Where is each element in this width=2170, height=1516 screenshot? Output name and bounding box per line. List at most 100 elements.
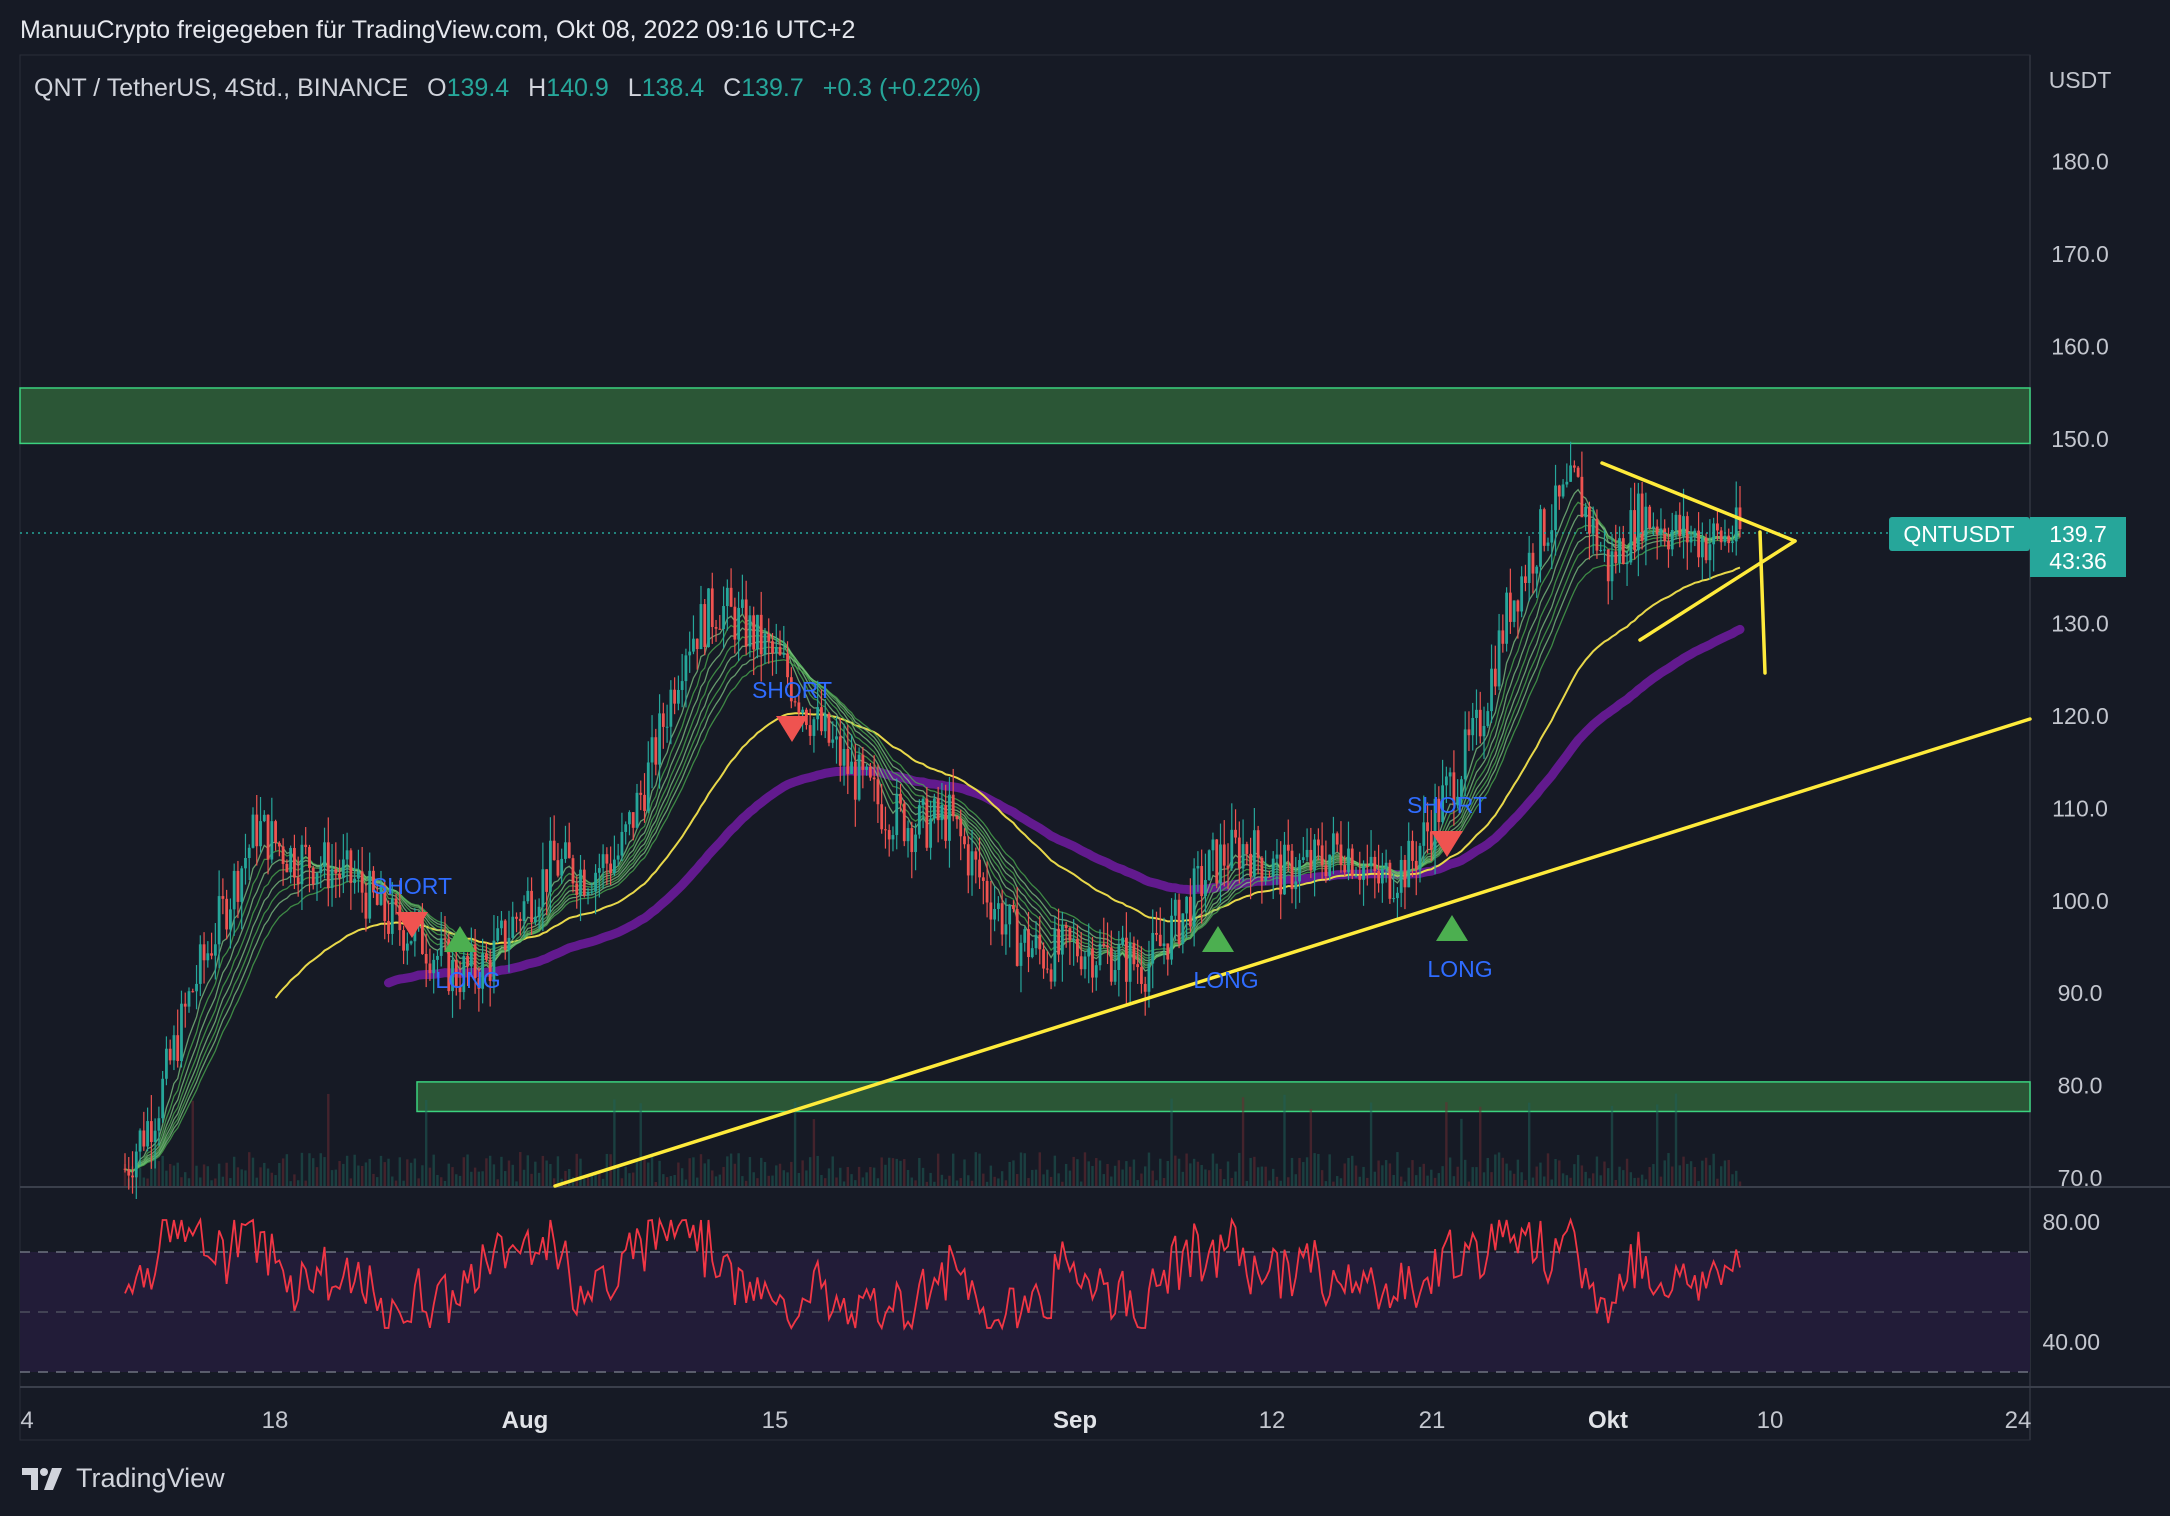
volume-bar bbox=[1580, 1165, 1584, 1186]
triangle-lower-line[interactable] bbox=[1638, 539, 1797, 642]
candle-body bbox=[1697, 530, 1700, 558]
candle-body bbox=[1188, 896, 1192, 927]
volume-bar bbox=[1723, 1160, 1727, 1186]
candle-body bbox=[714, 626, 718, 629]
candle-body bbox=[1407, 840, 1411, 888]
volume-bar bbox=[150, 1153, 153, 1186]
candle-body bbox=[511, 916, 515, 938]
time-axis-ticks[interactable]: 4 18 Aug 15 Sep 12 21 Okt 10 24 bbox=[20, 1407, 2031, 1434]
tradingview-logo[interactable]: TradingView bbox=[22, 1463, 225, 1494]
volume-bar bbox=[379, 1155, 383, 1186]
volume-bar bbox=[1064, 1163, 1068, 1186]
candle-body bbox=[1414, 860, 1418, 870]
candle-body bbox=[1264, 876, 1268, 881]
candle-body bbox=[409, 941, 413, 944]
volume-bar bbox=[266, 1168, 270, 1186]
volume-bar bbox=[989, 1165, 993, 1186]
candle-body bbox=[507, 937, 511, 950]
triangle-upper-line[interactable] bbox=[1600, 461, 1797, 543]
candle-body bbox=[1463, 729, 1467, 780]
candle-body bbox=[778, 647, 782, 655]
volume-bar bbox=[616, 1166, 620, 1186]
candle-body bbox=[247, 847, 251, 858]
volume-bar bbox=[726, 1156, 729, 1186]
candle-body bbox=[1373, 856, 1377, 872]
candle-body bbox=[334, 869, 338, 874]
volume-bar bbox=[940, 1174, 944, 1186]
volume-bar bbox=[1640, 1174, 1644, 1186]
candle-body bbox=[1181, 913, 1185, 944]
candle-body bbox=[515, 916, 518, 919]
volume-bar bbox=[564, 1170, 567, 1186]
candle-body bbox=[1429, 831, 1433, 850]
candle-body bbox=[789, 677, 793, 702]
candle-body bbox=[556, 860, 560, 876]
candle-body bbox=[955, 816, 959, 820]
volume-bar bbox=[432, 1154, 435, 1186]
volume-bar bbox=[1573, 1164, 1576, 1186]
volume-bar bbox=[1591, 1173, 1595, 1186]
volume-bar bbox=[274, 1175, 277, 1186]
candle-body bbox=[360, 871, 364, 893]
candle-body bbox=[503, 920, 507, 950]
candle-body bbox=[695, 638, 699, 650]
volume-bar bbox=[1268, 1180, 1271, 1186]
long-signal-label: LONG bbox=[1193, 967, 1258, 993]
candle-body bbox=[1456, 796, 1460, 806]
volume-bar bbox=[1125, 1161, 1128, 1186]
volume-bar bbox=[206, 1166, 210, 1186]
volume-bar bbox=[1249, 1157, 1252, 1186]
candle-body bbox=[240, 868, 244, 902]
volume-bar bbox=[1098, 1160, 1102, 1186]
volume-bar bbox=[1279, 1180, 1282, 1186]
volume-bar bbox=[865, 1172, 868, 1186]
symbol-price-tag bbox=[1889, 517, 2030, 551]
volume-bar bbox=[1738, 1181, 1742, 1186]
candle-body bbox=[1418, 845, 1422, 870]
price-tick-label: 110.0 bbox=[2052, 795, 2108, 821]
candle-body bbox=[1012, 905, 1015, 909]
candle-body bbox=[1185, 896, 1189, 914]
candle-body bbox=[1377, 871, 1381, 884]
volume-bar bbox=[296, 1180, 300, 1186]
volume-bar bbox=[229, 1178, 232, 1186]
volume-bar bbox=[1230, 1177, 1233, 1186]
symbol-name[interactable]: QNT / TetherUS, 4Std., BINANCE bbox=[34, 74, 409, 102]
candle-body bbox=[1316, 839, 1320, 846]
volume-bar bbox=[259, 1167, 262, 1186]
volume-bar bbox=[217, 1163, 221, 1186]
price-axis-unit: USDT bbox=[2049, 67, 2112, 93]
candle-body bbox=[579, 869, 582, 895]
candle-body bbox=[1501, 630, 1505, 644]
open-value: 139.4 bbox=[446, 74, 510, 102]
candle-body bbox=[895, 793, 899, 836]
candle-body bbox=[1704, 537, 1708, 561]
volume-bar bbox=[1211, 1153, 1215, 1186]
volume-bar bbox=[1234, 1171, 1237, 1186]
price-axis-ticks[interactable]: 70.080.090.0100.0110.0120.0130.0140.0150… bbox=[2051, 149, 2109, 1191]
candle-body bbox=[846, 748, 850, 774]
volume-bar bbox=[993, 1176, 996, 1186]
candle-body bbox=[744, 599, 748, 647]
volume-bar bbox=[500, 1156, 503, 1186]
volume-bar bbox=[1622, 1170, 1625, 1186]
candle-body bbox=[1670, 529, 1674, 550]
candle-body bbox=[255, 814, 259, 847]
volume-bar bbox=[1159, 1158, 1162, 1186]
candle-body bbox=[1580, 476, 1584, 518]
volume-bar bbox=[334, 1169, 338, 1186]
drawn-trendlines[interactable] bbox=[553, 461, 2032, 1188]
volume-bar bbox=[402, 1180, 405, 1186]
breakout-target-line[interactable] bbox=[1758, 530, 1767, 675]
volume-bar bbox=[1633, 1177, 1636, 1186]
candle-body bbox=[1603, 549, 1606, 551]
candle-body bbox=[748, 615, 752, 647]
ascending-trendline[interactable] bbox=[553, 717, 2032, 1188]
volume-bar bbox=[1731, 1174, 1734, 1186]
ribbon-ema-line bbox=[124, 537, 1741, 1171]
volume-bar bbox=[417, 1178, 420, 1186]
rsi-tick-label: 80.00 bbox=[2042, 1209, 2100, 1235]
candle-body bbox=[816, 707, 820, 720]
volume-bar bbox=[1618, 1166, 1621, 1186]
